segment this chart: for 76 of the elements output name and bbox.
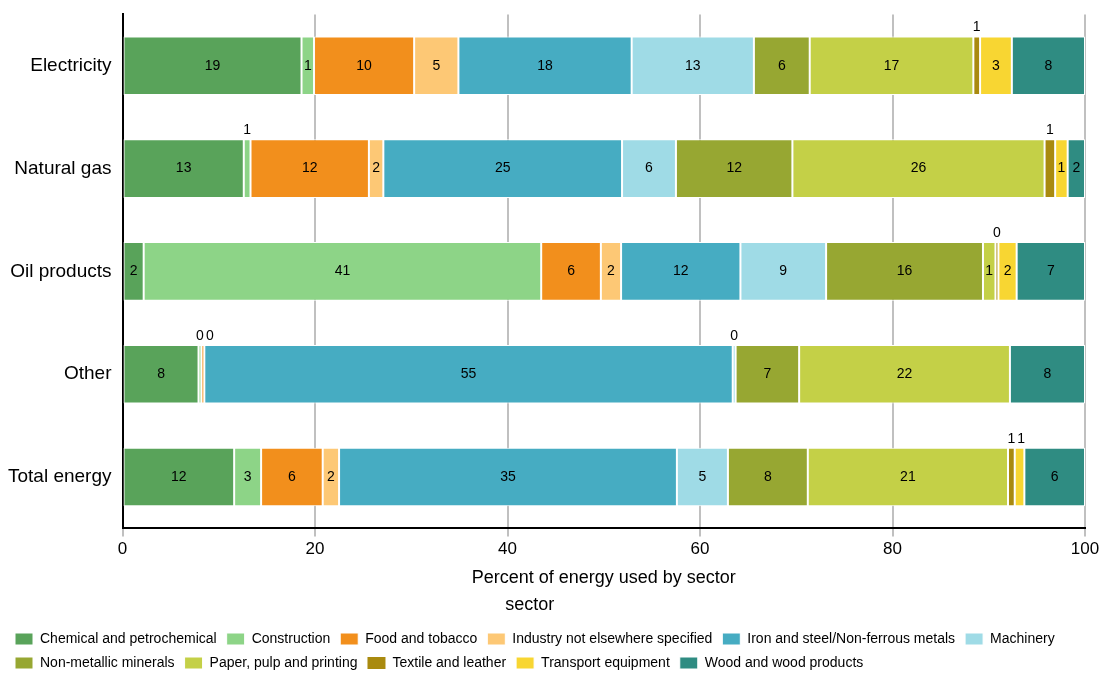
data-label: 7 (1046, 262, 1055, 279)
data-label: 12 (171, 467, 187, 484)
data-label: 2 (372, 159, 381, 176)
data-label: 21 (900, 467, 916, 484)
data-label: 6 (645, 159, 654, 176)
y-tick-label: Other (63, 362, 113, 384)
x-tick-label: 0 (117, 539, 128, 559)
data-label: 6 (777, 56, 786, 73)
data-label: 1 (1045, 121, 1054, 138)
data-label: 1 (243, 121, 252, 138)
data-label: 12 (301, 159, 318, 176)
legend-label: Wood and wood products (704, 653, 864, 670)
data-label: 12 (672, 262, 689, 279)
legend-label: Machinery (990, 629, 1055, 646)
y-tick-label: Natural gas (14, 156, 112, 178)
data-label: 41 (334, 262, 351, 279)
data-label: 3 (992, 56, 1001, 73)
data-label: 8 (157, 365, 166, 382)
data-label: 0 (993, 223, 1002, 240)
legend-label: Industry not elsewhere specified (512, 629, 713, 646)
legend-label: Paper, pulp and printing (209, 653, 358, 670)
data-label: 8 (763, 467, 772, 484)
legend-label: Iron and steel/Non-ferrous metals (747, 629, 956, 646)
data-label: 6 (567, 262, 576, 279)
data-label: 1 (303, 56, 312, 73)
x-tick-label: 100 (1070, 539, 1100, 559)
legend-label: Chemical and petrochemical (40, 629, 217, 646)
data-label: 2 (129, 262, 138, 279)
data-label: 2 (1072, 159, 1081, 176)
data-label: 18 (537, 56, 554, 73)
data-label: 55 (460, 365, 477, 382)
data-label: 0 (196, 326, 205, 343)
data-label: 26 (910, 159, 927, 176)
data-label: 25 (494, 159, 511, 176)
legend-label: Transport equipment (541, 653, 670, 670)
data-label: 16 (896, 262, 913, 279)
data-label: 17 (883, 56, 900, 73)
legend-title: sector (505, 594, 555, 615)
data-label: 5 (432, 56, 441, 73)
data-label: 35 (500, 467, 516, 484)
data-label: 2 (326, 467, 335, 484)
data-label: 9 (779, 262, 788, 279)
x-tick-label: 20 (305, 539, 325, 559)
data-label: 8 (1044, 56, 1053, 73)
y-tick-label: Oil products (10, 259, 112, 281)
data-label: 13 (175, 159, 192, 176)
data-label: 13 (685, 56, 701, 73)
data-label: 3 (243, 467, 252, 484)
data-label: 5 (698, 467, 707, 484)
data-label: 22 (896, 365, 913, 382)
data-label: 12 (726, 159, 743, 176)
data-label: 6 (1050, 467, 1059, 484)
data-label: 0 (730, 326, 739, 343)
data-label: 1 (985, 262, 994, 279)
data-label: 7 (763, 365, 772, 382)
data-label: 1 (1017, 429, 1026, 446)
data-label: 1 (1057, 159, 1066, 176)
data-label: 6 (288, 467, 297, 484)
data-label: 2 (607, 262, 616, 279)
legend-label: Construction (251, 629, 331, 646)
y-tick-label: Total energy (7, 465, 112, 487)
data-label: 1 (1007, 429, 1016, 446)
data-label: 10 (356, 56, 373, 73)
legend-label: Textile and leather (392, 653, 507, 670)
legend-label: Non-metallic minerals (40, 653, 175, 670)
data-label: 8 (1043, 365, 1052, 382)
x-tick-label: 80 (883, 539, 902, 559)
x-tick-label: 60 (690, 539, 710, 559)
data-label: 2 (1003, 262, 1012, 279)
x-axis-title: Percent of energy used by sector (471, 566, 736, 587)
legend-label: Food and tobacco (365, 629, 478, 646)
data-label: 0 (205, 326, 214, 343)
data-label: 19 (204, 56, 221, 73)
x-tick-label: 40 (498, 539, 517, 559)
data-label: 1 (972, 18, 981, 35)
y-tick-label: Electricity (30, 54, 112, 76)
